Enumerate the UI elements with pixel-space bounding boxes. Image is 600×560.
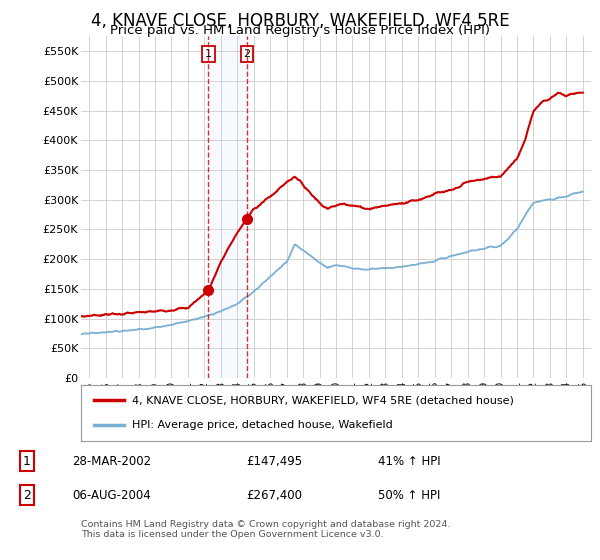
Text: £267,400: £267,400 — [246, 489, 302, 502]
Text: 41% ↑ HPI: 41% ↑ HPI — [378, 455, 440, 468]
Bar — [208, 36, 247, 378]
Text: 50% ↑ HPI: 50% ↑ HPI — [378, 489, 440, 502]
Text: 06-AUG-2004: 06-AUG-2004 — [72, 489, 151, 502]
Text: £147,495: £147,495 — [246, 455, 302, 468]
Text: Price paid vs. HM Land Registry's House Price Index (HPI): Price paid vs. HM Land Registry's House … — [110, 24, 490, 36]
Text: 28-MAR-2002: 28-MAR-2002 — [72, 455, 151, 468]
Text: 4, KNAVE CLOSE, HORBURY, WAKEFIELD, WF4 5RE: 4, KNAVE CLOSE, HORBURY, WAKEFIELD, WF4 … — [91, 12, 509, 30]
Text: Contains HM Land Registry data © Crown copyright and database right 2024.
This d: Contains HM Land Registry data © Crown c… — [81, 520, 451, 539]
Text: 2: 2 — [244, 49, 251, 59]
Text: 4, KNAVE CLOSE, HORBURY, WAKEFIELD, WF4 5RE (detached house): 4, KNAVE CLOSE, HORBURY, WAKEFIELD, WF4 … — [132, 395, 514, 405]
Text: 1: 1 — [23, 455, 31, 468]
Text: HPI: Average price, detached house, Wakefield: HPI: Average price, detached house, Wake… — [132, 420, 393, 430]
Text: 2: 2 — [23, 489, 31, 502]
Text: 1: 1 — [205, 49, 212, 59]
